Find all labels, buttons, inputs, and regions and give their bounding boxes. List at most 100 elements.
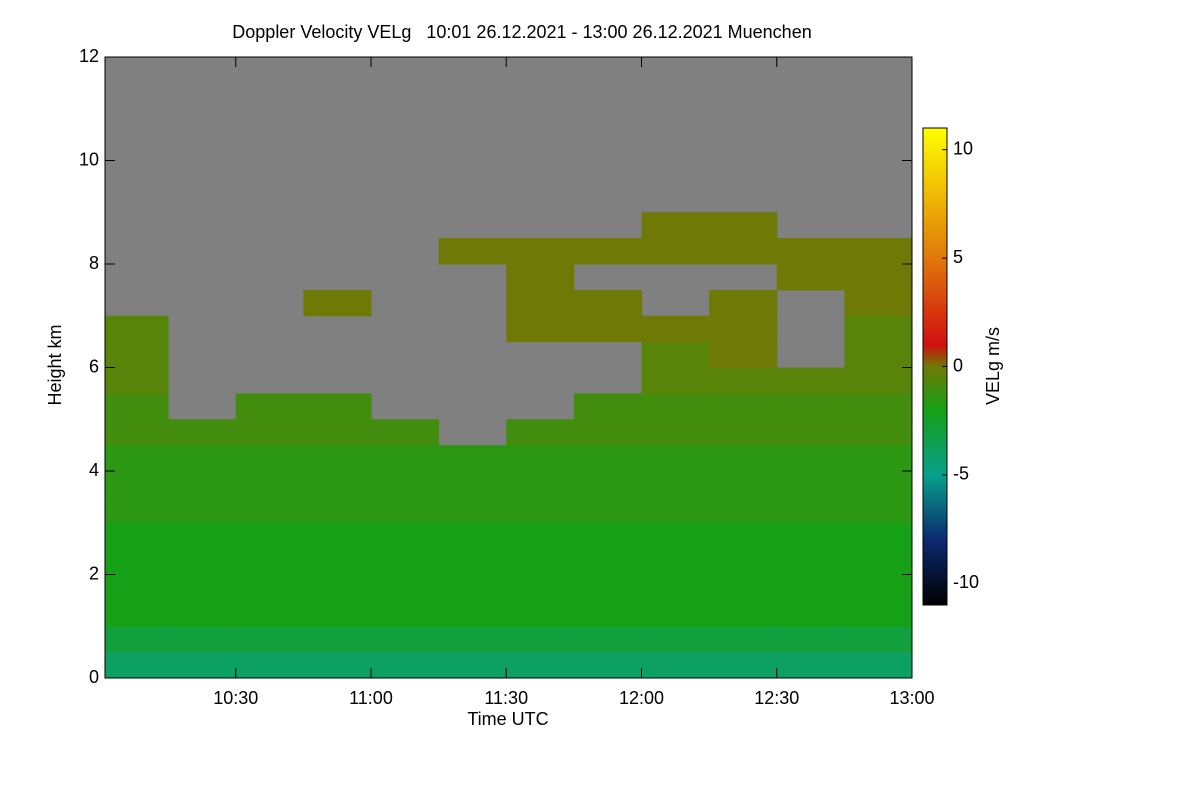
heatmap-cell xyxy=(105,626,169,653)
heatmap-cell xyxy=(105,445,169,472)
colorbar-tick-label: 5 xyxy=(953,247,963,267)
heatmap-cell xyxy=(370,522,440,550)
heatmap-cell xyxy=(844,264,913,291)
heatmap-cell xyxy=(105,471,169,498)
heatmap-cell xyxy=(776,600,845,627)
heatmap-cell xyxy=(105,548,169,575)
heatmap-cell xyxy=(168,419,237,446)
heatmap-cell xyxy=(776,522,845,550)
heatmap-cell xyxy=(709,445,778,472)
heatmap-cell xyxy=(709,393,778,420)
heatmap-cell xyxy=(235,574,304,601)
heatmap-cell xyxy=(709,652,778,679)
heatmap-cell xyxy=(303,626,372,653)
heatmap-cell xyxy=(709,574,778,601)
heatmap-cell xyxy=(506,471,575,498)
heatmap-cell xyxy=(168,548,237,575)
heatmap-cell xyxy=(370,574,440,601)
heatmap-cell xyxy=(168,471,237,498)
heatmap-cell xyxy=(370,652,440,679)
colorbar-tick-label: -5 xyxy=(953,464,969,484)
colorbar-tick-label: 0 xyxy=(953,355,963,375)
x-tick-label: 11:30 xyxy=(484,688,528,708)
heatmap-cell xyxy=(573,445,642,472)
heatmap-cell xyxy=(303,574,372,601)
y-tick-label: 4 xyxy=(89,460,99,480)
heatmap-cell xyxy=(303,600,372,627)
heatmap-cell xyxy=(438,445,507,472)
heatmap-cell xyxy=(641,548,710,575)
heatmap-cell xyxy=(844,548,913,575)
heatmap-cell xyxy=(844,419,913,446)
heatmap-cell xyxy=(641,626,710,653)
heatmap-cell xyxy=(303,419,372,446)
heatmap-cell xyxy=(776,264,845,291)
heatmap-cell xyxy=(438,496,507,524)
heatmap-cell xyxy=(235,548,304,575)
heatmap-cell xyxy=(641,445,710,472)
heatmap-cell xyxy=(776,548,845,575)
x-tick-label: 12:00 xyxy=(619,688,664,708)
heatmap-cell xyxy=(573,600,642,627)
heatmap-cell xyxy=(709,419,778,446)
heatmap-cell xyxy=(105,600,169,627)
heatmap-cell xyxy=(506,264,575,291)
heatmap-cell xyxy=(709,315,778,343)
heatmap-cell xyxy=(776,367,845,394)
heatmap-cell xyxy=(709,496,778,524)
heatmap-cell xyxy=(105,496,169,524)
heatmap-cell xyxy=(776,652,845,679)
heatmap-cell xyxy=(844,367,913,394)
x-tick-label: 12:30 xyxy=(754,688,799,708)
heatmap-cell xyxy=(573,548,642,575)
heatmap-cell xyxy=(844,289,913,317)
heatmap-cell xyxy=(506,600,575,627)
heatmap-cell xyxy=(370,496,440,524)
heatmap-cell xyxy=(709,548,778,575)
heatmap-cell xyxy=(506,652,575,679)
chart-title: Doppler Velocity VELg 10:01 26.12.2021 -… xyxy=(232,22,811,42)
heatmap-cell xyxy=(844,574,913,601)
heatmap-cell xyxy=(438,471,507,498)
heatmap-cell xyxy=(438,238,507,265)
heatmap-cell xyxy=(709,626,778,653)
heatmap-cell xyxy=(235,626,304,653)
heatmap-cell xyxy=(105,315,169,343)
heatmap-cell xyxy=(844,341,913,368)
heatmap-cell xyxy=(370,419,440,446)
heatmap-cell xyxy=(573,626,642,653)
heatmap-cell xyxy=(573,419,642,446)
x-tick-label: 13:00 xyxy=(889,688,934,708)
y-tick-label: 2 xyxy=(89,563,99,583)
colorbar-tick-label: 10 xyxy=(953,138,973,158)
heatmap-cell xyxy=(776,471,845,498)
y-tick-label: 0 xyxy=(89,667,99,687)
heatmap-cell xyxy=(776,626,845,653)
heatmap-cell xyxy=(303,496,372,524)
y-tick-label: 12 xyxy=(79,46,99,66)
heatmap-cell xyxy=(844,522,913,550)
colorbar-tick-label: -10 xyxy=(953,572,979,592)
heatmap-cell xyxy=(641,522,710,550)
heatmap-cell xyxy=(573,238,642,265)
heatmap-cell xyxy=(641,496,710,524)
heatmap-cell xyxy=(506,419,575,446)
heatmap-cell xyxy=(641,238,710,265)
heatmap-cell xyxy=(709,238,778,265)
heatmap-cell xyxy=(438,574,507,601)
heatmap-cell xyxy=(844,600,913,627)
heatmap-cell xyxy=(506,522,575,550)
heatmap-cell xyxy=(709,471,778,498)
heatmap-cell xyxy=(168,600,237,627)
heatmap-cell xyxy=(573,471,642,498)
heatmap-cell xyxy=(303,289,372,317)
y-tick-label: 8 xyxy=(89,253,99,273)
heatmap-cell xyxy=(235,600,304,627)
heatmap-cell xyxy=(303,471,372,498)
heatmap-cell xyxy=(844,496,913,524)
heatmap-cell xyxy=(641,341,710,368)
heatmap-cell xyxy=(303,548,372,575)
heatmap-cell xyxy=(168,522,237,550)
heatmap-cell xyxy=(235,445,304,472)
